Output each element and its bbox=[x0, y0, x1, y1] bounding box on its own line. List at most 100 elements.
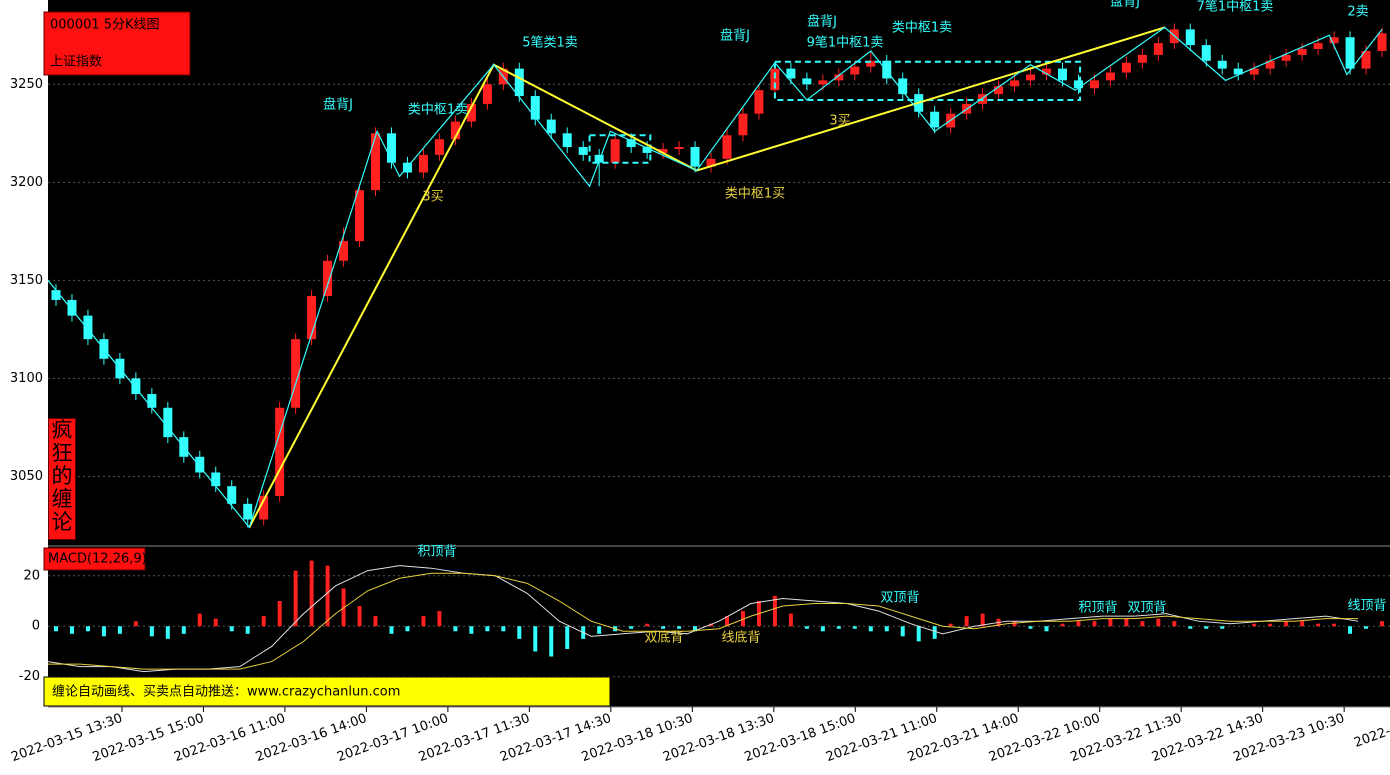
macd-bar bbox=[405, 626, 410, 632]
candle-body bbox=[1057, 68, 1067, 81]
macd-bar bbox=[1076, 621, 1081, 627]
candle-body bbox=[706, 158, 716, 167]
candle-body bbox=[594, 154, 604, 163]
macd-bar bbox=[964, 616, 969, 627]
annotation: 9笔1中枢1卖 bbox=[807, 35, 884, 51]
candle-body bbox=[195, 456, 205, 473]
annotation: 线底背 bbox=[721, 630, 760, 646]
macd-bar bbox=[1252, 623, 1257, 627]
macd-bar bbox=[293, 570, 298, 627]
macd-bar bbox=[533, 626, 538, 652]
stroke-line bbox=[47, 26, 1383, 529]
macd-bar bbox=[85, 626, 90, 632]
macd-bar bbox=[245, 626, 250, 634]
macd-bar bbox=[1028, 626, 1033, 629]
macd-bar bbox=[309, 560, 314, 627]
macd-bar bbox=[740, 611, 745, 627]
annotation: 双顶背 bbox=[1127, 601, 1166, 616]
macd-bar bbox=[884, 626, 889, 632]
macd-bar bbox=[373, 616, 378, 627]
candle-body bbox=[546, 119, 556, 134]
annotation: 双顶背 bbox=[880, 591, 919, 606]
macd-bar bbox=[645, 623, 650, 627]
candle-body bbox=[834, 74, 844, 81]
macd-bar bbox=[677, 626, 682, 629]
candle-body bbox=[642, 147, 652, 153]
macd-bar bbox=[69, 626, 74, 634]
macd-bar bbox=[1060, 623, 1065, 627]
annotation: 盘背J bbox=[323, 97, 353, 113]
candle-body bbox=[1042, 68, 1052, 75]
macd-bar bbox=[1380, 621, 1385, 627]
candle-body bbox=[1265, 60, 1275, 69]
annotation: 类中枢1卖 bbox=[892, 21, 952, 36]
annotation: 线顶背 bbox=[1347, 599, 1386, 614]
candle-body bbox=[818, 80, 828, 85]
macd-bar bbox=[53, 626, 58, 632]
macd-bar bbox=[341, 588, 346, 627]
y-tick-label: 3200 bbox=[10, 175, 43, 190]
macd-bar bbox=[1300, 621, 1305, 627]
candle-body bbox=[1313, 43, 1323, 50]
candle-body bbox=[1137, 54, 1147, 63]
candle-body bbox=[722, 135, 732, 159]
macd-label: MACD(12,26,9) bbox=[48, 552, 147, 567]
candle-body bbox=[418, 154, 428, 173]
macd-bar bbox=[453, 626, 458, 632]
candle-body bbox=[355, 190, 365, 242]
macd-bar bbox=[517, 626, 522, 639]
macd-bar bbox=[1124, 618, 1129, 627]
annotation: 7笔1中枢1卖 bbox=[1197, 0, 1274, 15]
candle-body bbox=[1185, 29, 1195, 46]
chart-title: 000001 5分K线图 bbox=[50, 18, 160, 33]
candle-body bbox=[1297, 49, 1307, 55]
macd-bar bbox=[597, 626, 602, 634]
candle-body bbox=[450, 121, 460, 140]
macd-bar bbox=[629, 626, 634, 629]
macd-bar bbox=[1092, 621, 1097, 627]
candle-body bbox=[514, 68, 524, 97]
macd-bar bbox=[852, 626, 857, 629]
macd-bar bbox=[1012, 621, 1017, 627]
macd-line bbox=[48, 572, 1359, 670]
candle-body bbox=[466, 103, 476, 122]
candle-body bbox=[690, 147, 700, 167]
macd-bar bbox=[1140, 621, 1145, 627]
candle-body bbox=[131, 378, 141, 395]
candle-body bbox=[1233, 68, 1243, 75]
candle-body bbox=[578, 147, 588, 155]
candle-body bbox=[275, 407, 285, 496]
candle-body bbox=[211, 472, 221, 487]
annotation: 双底背 bbox=[644, 630, 683, 646]
macd-label-box bbox=[43, 547, 146, 571]
macd-bar bbox=[1284, 621, 1289, 627]
macd-bar bbox=[565, 626, 570, 649]
candle-body bbox=[930, 111, 940, 128]
annotation: 类中枢1卖 bbox=[408, 103, 468, 118]
candle-body bbox=[371, 133, 381, 191]
y-tick-label: 0 bbox=[32, 619, 40, 634]
candle-body bbox=[147, 394, 157, 408]
candle-body bbox=[1329, 37, 1339, 44]
macd-bar bbox=[804, 626, 809, 629]
watermark: 疯狂的缠论 bbox=[48, 418, 76, 540]
candle-body bbox=[1281, 54, 1291, 61]
candle-body bbox=[227, 486, 237, 504]
macd-bar bbox=[1316, 623, 1321, 627]
candle-body bbox=[674, 147, 684, 149]
macd-bar bbox=[820, 626, 825, 632]
candle-body bbox=[83, 315, 93, 340]
macd-bar bbox=[261, 616, 266, 627]
macd-bar bbox=[1188, 626, 1193, 629]
candle-body bbox=[51, 290, 61, 300]
candle-body bbox=[882, 60, 892, 79]
candle-body bbox=[802, 78, 812, 85]
annotation: 盘背J bbox=[720, 28, 750, 44]
annotation: 类中枢1买 bbox=[725, 187, 785, 202]
annotation: 5笔类1卖 bbox=[522, 35, 578, 51]
macd-bar bbox=[693, 626, 698, 632]
y-tick-label: 3250 bbox=[10, 77, 43, 92]
macd-bar bbox=[213, 618, 218, 627]
candle-body bbox=[434, 139, 444, 155]
